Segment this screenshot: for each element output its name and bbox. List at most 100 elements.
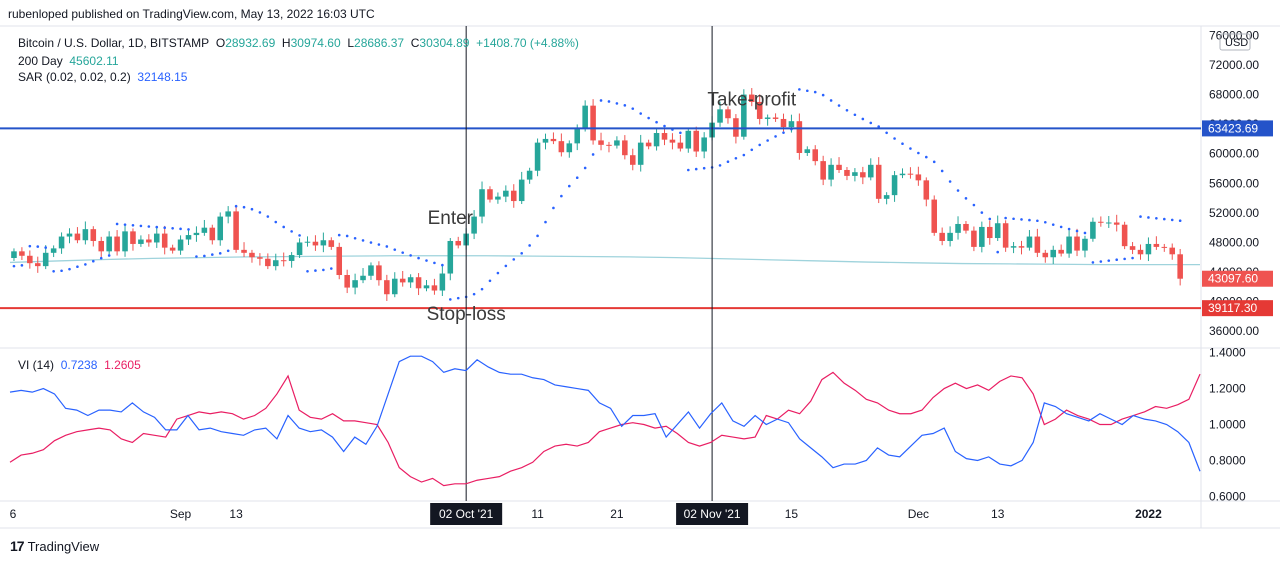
time-label-highlight (430, 503, 503, 525)
sar-dot (972, 203, 976, 207)
candle-body (1050, 249, 1057, 258)
candle-body (439, 273, 446, 291)
sar-dot (774, 135, 777, 138)
ma-200-line (9, 255, 1200, 266)
sar-dot (20, 264, 24, 267)
stop-loss-line-label: 39117.30 (1208, 301, 1257, 315)
sar-dot (544, 220, 547, 224)
time-tick-label: 11 (531, 507, 544, 521)
last-price-label: 43097.60 (1208, 272, 1258, 286)
candle-body (58, 236, 65, 249)
tradingview-brand: TradingView (27, 538, 100, 554)
sar-dot (314, 269, 317, 272)
sar-dot (813, 90, 817, 94)
low-label: L (347, 36, 355, 50)
sar-dot (877, 125, 880, 128)
candle-body (867, 164, 874, 178)
candle-body (875, 164, 882, 199)
sar-dot (1036, 219, 1039, 223)
candle-body (931, 199, 938, 233)
sar-dot (615, 102, 619, 105)
sar-dot (92, 259, 95, 263)
sar-dot (520, 252, 523, 255)
candle-body (653, 133, 660, 147)
sar-dot (322, 268, 325, 272)
candle-body (225, 211, 231, 217)
vi-tick-label: 1.2000 (1209, 382, 1246, 396)
sar-dot (163, 226, 166, 229)
candle-body (907, 173, 914, 175)
candle-body (836, 164, 842, 170)
publisher-caption: rubenloped published on TradingView.com,… (8, 7, 375, 21)
candle-body (431, 285, 438, 291)
candle-body (812, 149, 819, 162)
candle-body (915, 174, 922, 181)
sar-dot (1139, 215, 1142, 218)
open-value: 28932.69 (225, 36, 276, 50)
candle-body (1074, 236, 1080, 251)
sar-dot (60, 269, 63, 273)
candle-body (415, 277, 422, 289)
symbol-name: Bitcoin / U.S. Dollar, 1D, BITSTAMP (18, 36, 210, 50)
sar-dot (528, 244, 531, 247)
time-tick-label: Sep (170, 507, 192, 521)
sar-dot (853, 113, 857, 117)
candle-body (661, 133, 668, 140)
candle-body (614, 140, 620, 146)
candle-body (1161, 246, 1168, 248)
tradingview-logo-icon: 17 (10, 538, 25, 554)
candle-body (558, 141, 565, 153)
sar-dot (393, 248, 397, 251)
candle-body (971, 230, 977, 247)
sar-dot (901, 142, 904, 146)
vi-plus-line (9, 355, 1201, 472)
price-tick-label: 48000.00 (1209, 235, 1259, 249)
time-tick-label: 13 (229, 507, 243, 521)
vi-minus-line (9, 371, 1201, 487)
candle-body (590, 105, 596, 141)
sar-value: 32148.15 (137, 70, 188, 84)
candle-body (122, 231, 128, 252)
candle-body (963, 223, 969, 231)
sar-dot (441, 263, 444, 267)
sar-dot (12, 264, 16, 268)
candle-body (764, 117, 771, 119)
tradingview-footer[interactable]: 17 TradingView (10, 538, 99, 554)
sar-dot (821, 93, 825, 97)
sar-dot (433, 261, 436, 265)
sar-dot (1178, 219, 1182, 223)
candle-body (1082, 238, 1088, 251)
vi-legend: VI (14) 0.7238 1.2605 (18, 358, 141, 372)
sar-dot (123, 223, 127, 226)
take-profit-line-label: 63423.69 (1208, 121, 1258, 135)
candle-body (217, 216, 224, 241)
candle-body (772, 117, 779, 119)
sar-dot (449, 298, 452, 301)
candle-body (883, 195, 890, 199)
sar-dot (806, 89, 809, 93)
sar-dot (742, 153, 746, 157)
candle-body (1026, 236, 1033, 248)
sar-dot (861, 117, 865, 121)
candle-body (923, 180, 930, 200)
sar-dot (28, 244, 32, 248)
candle-body (201, 227, 208, 233)
sar-dot (298, 234, 301, 237)
sar-dot (218, 252, 222, 255)
sar-dot (1115, 258, 1118, 262)
sar-dot (76, 265, 79, 269)
vi-tick-label: 1.0000 (1209, 418, 1246, 432)
candle-body (629, 155, 636, 165)
sar-dot (980, 211, 984, 214)
candle-body (130, 231, 136, 244)
close-label: C (410, 36, 420, 50)
sar-dot (893, 137, 896, 140)
candle-body (19, 251, 25, 256)
price-tick-label: 60000.00 (1209, 147, 1259, 161)
candle-body (233, 211, 239, 250)
sar-dot (909, 147, 912, 150)
sar-label: SAR (0.02, 0.02, 0.2) (18, 70, 131, 84)
candle-body (1145, 243, 1152, 255)
sar-dot (591, 153, 595, 156)
